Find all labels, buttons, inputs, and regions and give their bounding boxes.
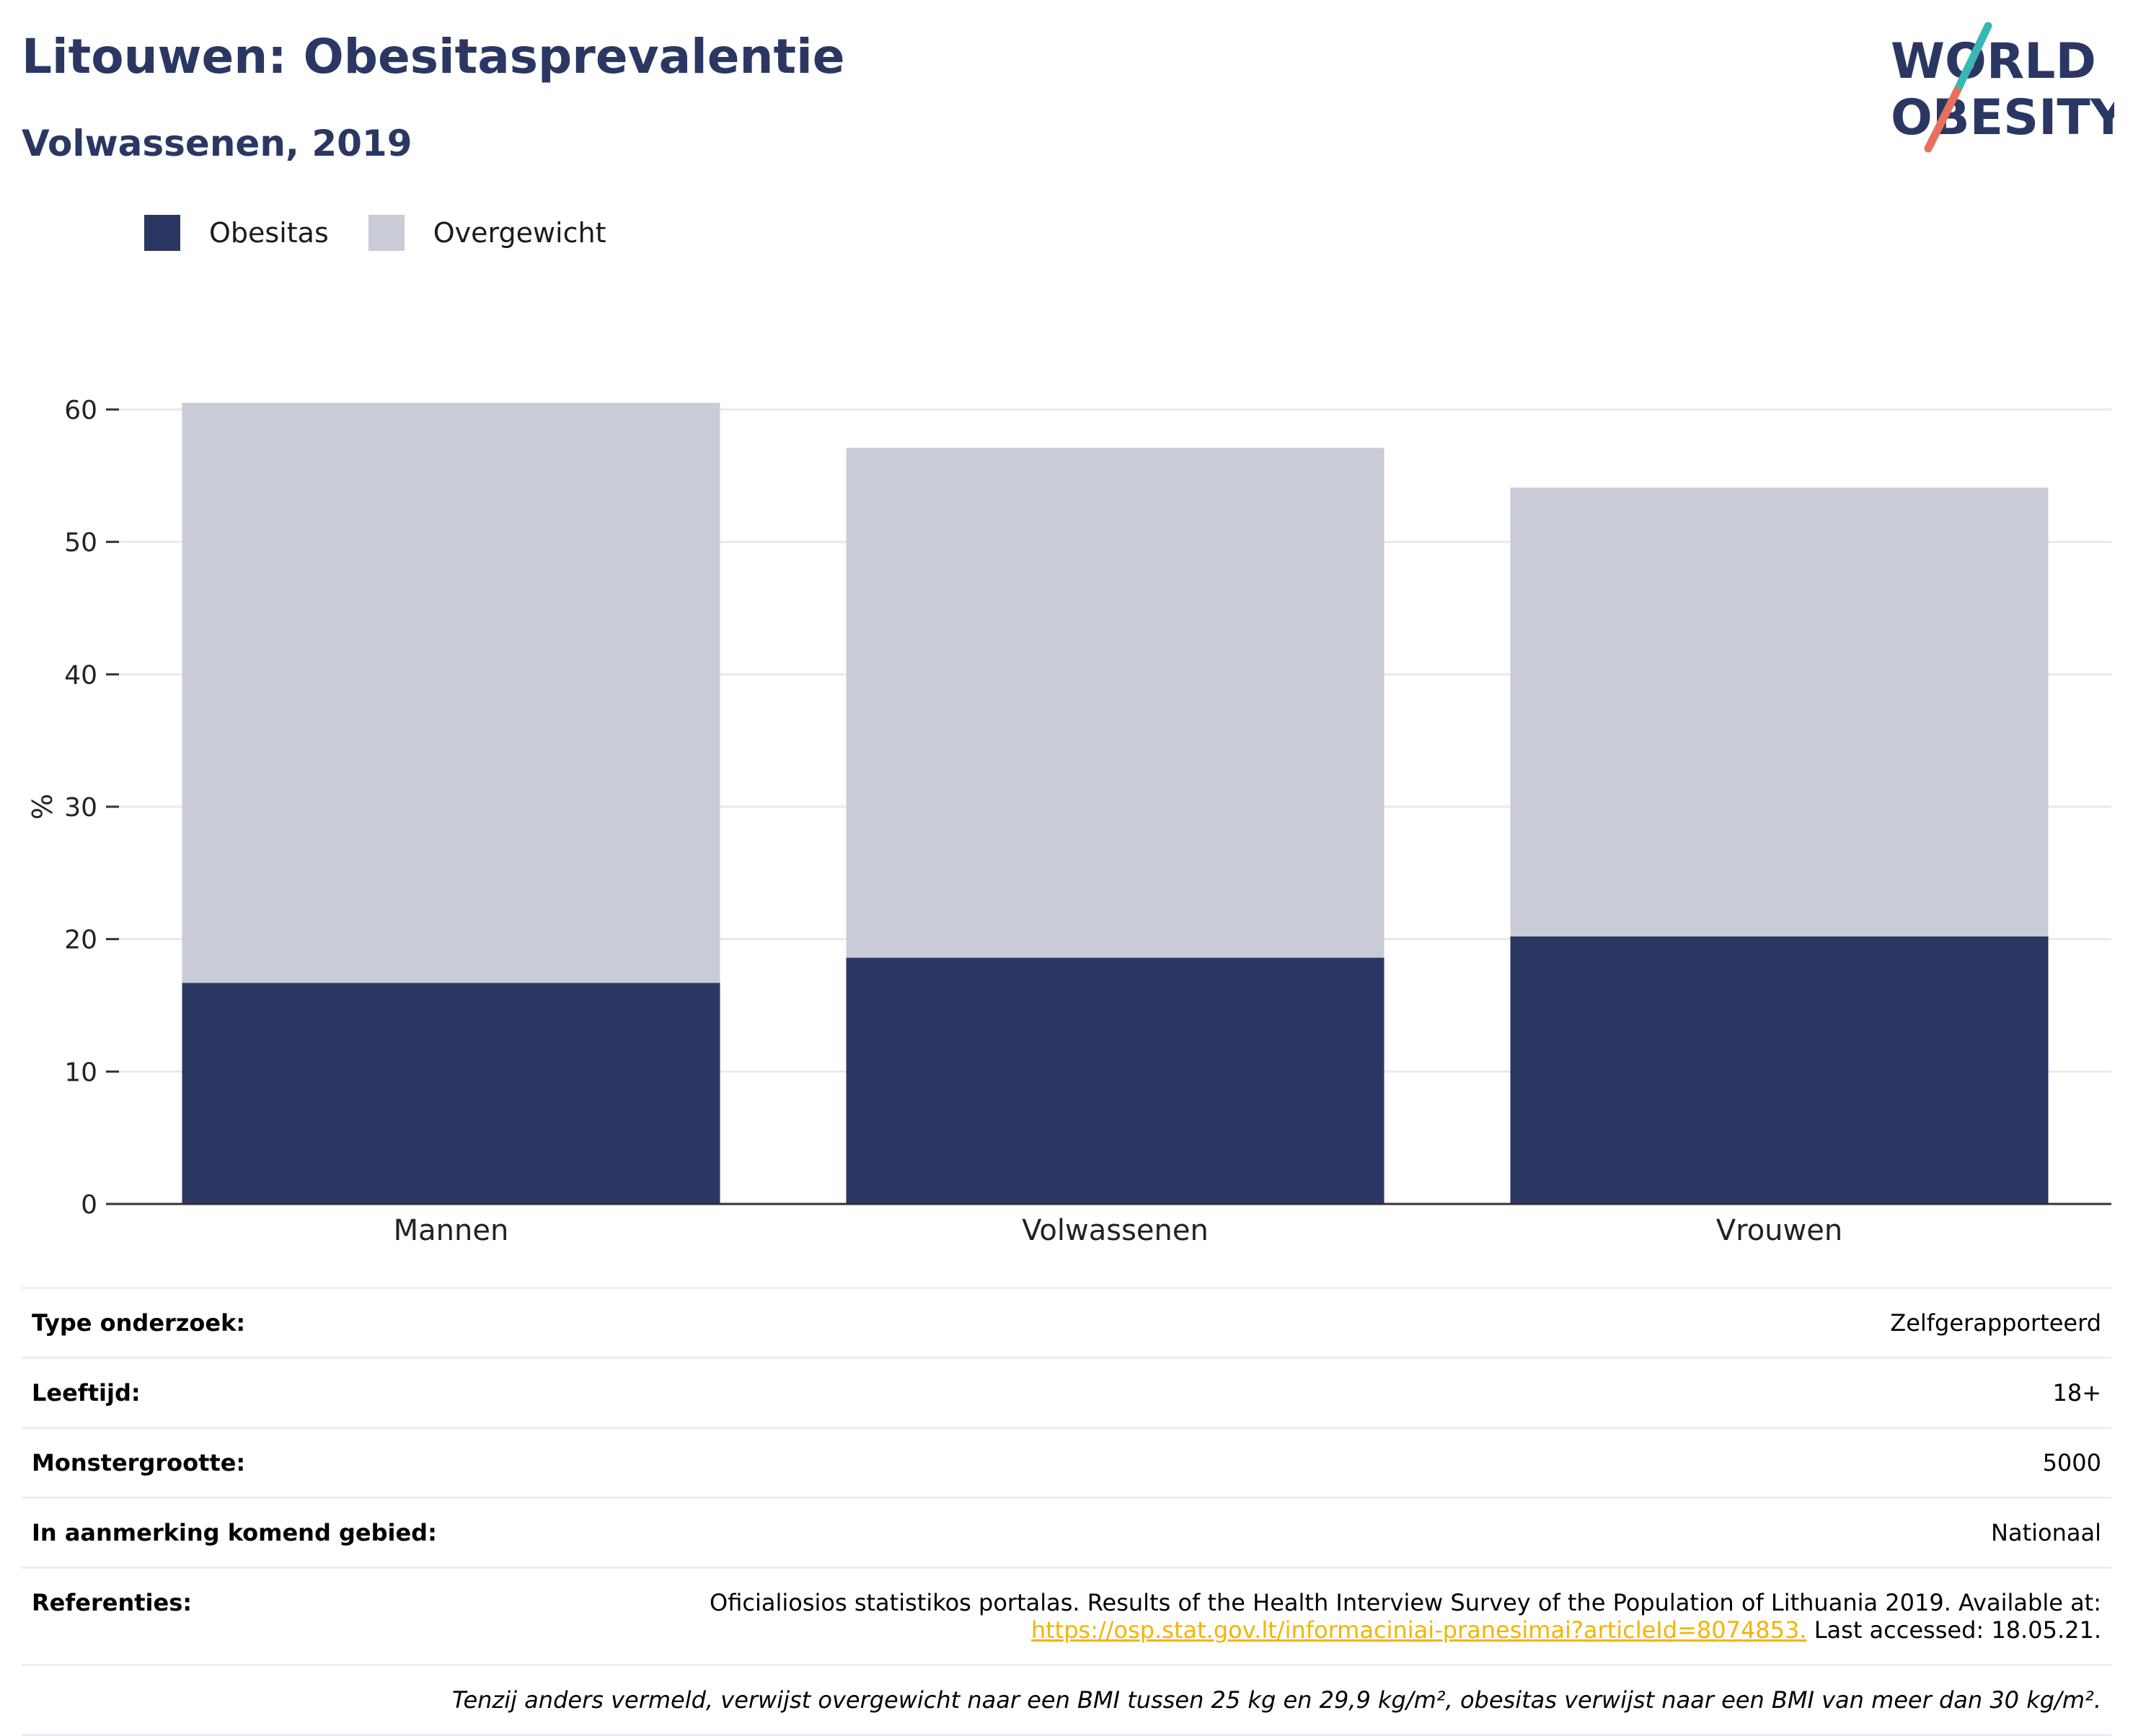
legend-label-obesitas: Obesitas bbox=[209, 217, 329, 249]
legend-item-obesitas[interactable]: Obesitas bbox=[144, 215, 329, 251]
bar-overgewicht-vrouwen bbox=[1510, 487, 2049, 936]
info-row-type: Type onderzoek: Zelfgerapporteerd bbox=[22, 1289, 2111, 1359]
info-row-age: Leeftijd: 18+ bbox=[22, 1359, 2111, 1429]
reference-accessed: Last accessed: 18.05.21. bbox=[1806, 1616, 2101, 1644]
info-value: 5000 bbox=[2042, 1449, 2101, 1476]
world-obesity-logo: WORLD OBESITY bbox=[1891, 22, 2114, 153]
svg-text:WORLD: WORLD bbox=[1891, 33, 2096, 90]
info-table: Type onderzoek: Zelfgerapporteerd Leefti… bbox=[22, 1287, 2111, 1736]
legend-label-overgewicht: Overgewicht bbox=[433, 217, 606, 249]
x-tick-label: Volwassenen bbox=[1022, 1214, 1209, 1247]
legend-swatch-obesitas bbox=[144, 215, 180, 251]
info-key: Type onderzoek: bbox=[32, 1309, 246, 1337]
legend-swatch-overgewicht bbox=[368, 215, 405, 251]
bar-obesitas-volwassenen bbox=[846, 957, 1385, 1204]
info-value: 18+ bbox=[2052, 1379, 2101, 1407]
x-tick-label: Mannen bbox=[394, 1214, 509, 1247]
info-row-sample-size: Monstergrootte: 5000 bbox=[22, 1429, 2111, 1499]
stacked-bar-chart: 0 10 20 30 40 50 60% Mannen Volwassenen Vrouwen bbox=[27, 396, 2111, 1247]
bar-overgewicht-mannen bbox=[182, 402, 720, 983]
info-value: Zelfgerapporteerd bbox=[1890, 1309, 2101, 1337]
reference-link-line: https://osp.stat.gov.lt/informaciniai-pr… bbox=[710, 1616, 2101, 1644]
y-tick-label: 40 bbox=[64, 660, 97, 690]
info-value: Nationaal bbox=[1991, 1519, 2101, 1546]
reference-link[interactable]: https://osp.stat.gov.lt/informaciniai-pr… bbox=[1030, 1616, 1807, 1644]
info-row-references: Referenties: Oficialiosios statistikos p… bbox=[22, 1569, 2111, 1666]
info-key: Monstergrootte: bbox=[32, 1449, 246, 1476]
y-axis-label: % bbox=[27, 794, 58, 820]
bmi-note: Tenzij anders vermeld, verwijst overgewi… bbox=[22, 1666, 2111, 1736]
info-key: In aanmerking komend gebied: bbox=[32, 1519, 437, 1546]
svg-text:OBESITY: OBESITY bbox=[1891, 89, 2114, 146]
bar-overgewicht-volwassenen bbox=[846, 448, 1385, 958]
y-tick-label: 10 bbox=[64, 1058, 97, 1087]
info-row-area: In aanmerking komend gebied: Nationaal bbox=[22, 1499, 2111, 1569]
y-tick-label: 60 bbox=[64, 396, 97, 425]
info-key: Referenties: bbox=[32, 1589, 193, 1616]
references-value: Oficialiosios statistikos portalas. Resu… bbox=[710, 1589, 2101, 1644]
chart-title: Litouwen: Obesitasprevalentie bbox=[22, 29, 845, 84]
reference-text: Oficialiosios statistikos portalas. Resu… bbox=[710, 1589, 2101, 1616]
y-tick-label: 20 bbox=[64, 926, 97, 955]
y-tick-label: 30 bbox=[64, 793, 97, 823]
y-tick-label: 50 bbox=[64, 528, 97, 558]
legend-item-overgewicht[interactable]: Overgewicht bbox=[368, 215, 606, 251]
y-tick-label: 0 bbox=[81, 1190, 97, 1220]
x-tick-label: Vrouwen bbox=[1716, 1214, 1842, 1247]
chart-subtitle: Volwassenen, 2019 bbox=[22, 123, 412, 164]
legend: Obesitas Overgewicht bbox=[144, 215, 646, 251]
bar-obesitas-vrouwen bbox=[1510, 936, 2049, 1204]
bar-obesitas-mannen bbox=[182, 983, 720, 1204]
info-key: Leeftijd: bbox=[32, 1379, 141, 1407]
